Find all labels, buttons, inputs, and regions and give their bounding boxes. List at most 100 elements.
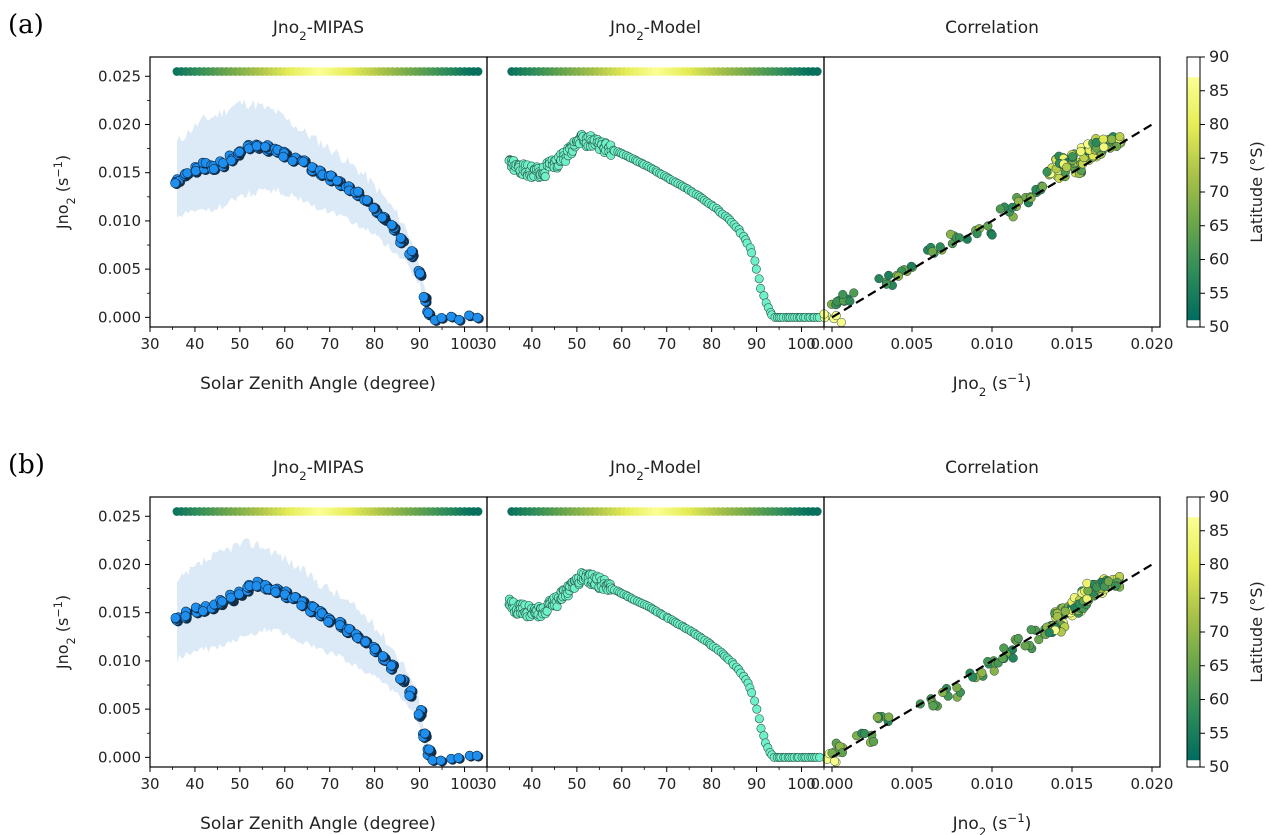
correlation-point (874, 274, 884, 284)
panel-title: Jno2-Model (609, 18, 701, 43)
colorbar-tick-label: 85 (1209, 521, 1229, 540)
axes-frame (823, 56, 1161, 328)
axes-frame (486, 56, 825, 328)
panel-title: Jno2-MIPAS (272, 458, 364, 483)
y-tick-label: 0.010 (98, 652, 141, 670)
x-tick-label: 50 (230, 335, 249, 353)
y-tick-label: 0.010 (98, 212, 141, 230)
x-tick-label: 80 (702, 335, 721, 353)
mipas-point (453, 752, 464, 763)
correlation-point (1042, 167, 1052, 177)
colorbar-tick-label: 80 (1209, 115, 1229, 134)
correlation-point (869, 737, 879, 747)
axes-b-right: Correlation 0.000 0.005 0.010 0.015 0.020 (811, 458, 1174, 793)
correlation-point (1082, 578, 1092, 588)
colorbar-tick-label: 60 (1209, 250, 1229, 269)
colorbar-tick-label: 50 (1209, 757, 1229, 776)
mipas-point (260, 141, 271, 152)
colorbar-tick-label: 70 (1209, 182, 1229, 201)
x-tick-label: 30 (477, 335, 496, 353)
correlation-point (952, 683, 962, 693)
x-tick-label: 0.010 (971, 775, 1014, 793)
colorbar-tick-label: 65 (1209, 216, 1229, 235)
x-tick-label: 30 (140, 775, 159, 793)
x-tick-label: 50 (567, 335, 586, 353)
panel-title: Correlation (945, 18, 1039, 38)
colorbar-tick-label: 65 (1209, 656, 1229, 675)
mipas-point (472, 312, 483, 323)
mipas-point (332, 175, 342, 186)
x-tick-label: 0.005 (891, 335, 934, 353)
x-tick-label: 0.000 (811, 775, 854, 793)
correlation-point (1020, 641, 1030, 651)
colorbar-gradient (1187, 517, 1200, 761)
mipas-point (225, 592, 236, 603)
correlation-point (1083, 586, 1093, 596)
correlation-point (1076, 146, 1086, 156)
correlation-point (884, 270, 894, 280)
correlation-point (1098, 134, 1108, 144)
mipas-point (435, 755, 446, 766)
colorbar-tick-label: 90 (1209, 47, 1229, 66)
mipas-point (217, 596, 228, 607)
axes-a-right: Correlation 0.000 0.005 0.010 0.015 0.020 (811, 18, 1174, 353)
x-tick-label: 0.005 (891, 775, 934, 793)
model-point (540, 172, 550, 182)
x-tick-label: 0.010 (971, 335, 1014, 353)
correlation-point (884, 712, 894, 722)
x-tick-label: 100 (787, 775, 816, 793)
x-tick-label: 50 (567, 775, 586, 793)
correlation-point (999, 643, 1009, 653)
mipas-point (419, 728, 430, 739)
x-tick-label: 40 (522, 775, 541, 793)
mipas-point (198, 606, 208, 616)
correlation-point (845, 296, 855, 306)
x-tick-label: 50 (230, 775, 249, 793)
mipas-point (298, 156, 309, 167)
x-axis-label: Solar Zenith Angle (degree) (200, 814, 436, 834)
mipas-point (377, 651, 388, 661)
x-tick-label: 100 (450, 775, 479, 793)
x-tick-label: 0.000 (811, 335, 854, 353)
x-tick-label: 0.015 (1051, 775, 1094, 793)
mipas-point (234, 147, 245, 157)
correlation-point (1044, 627, 1054, 638)
correlation-point (1115, 132, 1125, 142)
mipas-point (226, 155, 237, 166)
y-tick-label: 0.000 (98, 748, 141, 766)
colorbar-gradient (1187, 77, 1200, 321)
mipas-point (424, 744, 435, 755)
axes-b-mid: Jno2-Model 30 40 50 60 70 80 90 100 (477, 458, 825, 793)
y-axis-label: Jno2 (s−1) (52, 155, 78, 230)
x-tick-label: 0.015 (1051, 335, 1094, 353)
mipas-point (251, 581, 262, 591)
colorbar-tick-label: 90 (1209, 487, 1229, 506)
latitude-strip-point (473, 67, 483, 76)
x-tick-label: 70 (657, 335, 676, 353)
model-point (815, 752, 825, 762)
correlation-point (838, 289, 848, 300)
y-tick-label: 0.000 (98, 308, 141, 326)
x-tick-label: 90 (410, 775, 429, 793)
latitude-strip-point (473, 507, 483, 516)
model-point (752, 704, 762, 714)
x-tick-label: 70 (320, 775, 339, 793)
mipas-point (436, 312, 447, 323)
colorbar-tick-label: 60 (1209, 690, 1229, 709)
axes-frame (486, 496, 825, 768)
mipas-point (395, 233, 406, 243)
model-point (751, 264, 761, 274)
x-tick-label: 70 (657, 775, 676, 793)
x-tick-label: 90 (747, 775, 766, 793)
x-tick-label: 60 (275, 335, 294, 353)
x-tick-label: 100 (450, 335, 479, 353)
correlation-point (1052, 611, 1062, 621)
x-tick-label: 40 (185, 775, 204, 793)
correlation-point (1067, 152, 1078, 162)
mipas-point (323, 616, 334, 627)
axes-a-mid: Jno2-Model 30 40 50 60 70 80 90 100 (477, 18, 825, 353)
correlation-point (1099, 142, 1109, 152)
mipas-point (427, 755, 438, 766)
